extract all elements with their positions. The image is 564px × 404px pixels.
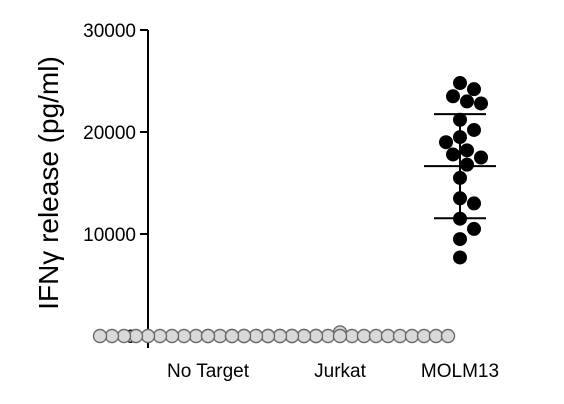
- data-point-filled: [460, 143, 474, 158]
- data-point-filled: [453, 130, 467, 145]
- data-point-open: [272, 328, 288, 344]
- data-point-open: [260, 328, 276, 344]
- y-ticks: 0100002000030000: [83, 21, 148, 348]
- data-point-open: [236, 328, 252, 344]
- data-point-open: [392, 328, 408, 344]
- data-point-filled: [439, 135, 453, 150]
- data-point-filled: [474, 96, 488, 111]
- data-point-open: [332, 328, 348, 344]
- x-tick-label: MOLM13: [421, 361, 499, 382]
- data-point-open: [344, 328, 360, 344]
- data-point-filled: [460, 157, 474, 172]
- data-point-open: [296, 328, 312, 344]
- data-point-open: [440, 328, 456, 344]
- data-point-open: [416, 328, 432, 344]
- data-point-open: [200, 328, 216, 344]
- data-point-open: [152, 328, 168, 344]
- data-point-open: [428, 328, 444, 344]
- x-ticks: No Target Jurkat MOLM13: [167, 361, 499, 382]
- x-tick-label: No Target: [167, 361, 250, 382]
- data-point-open: [368, 328, 384, 344]
- data-point-open: [104, 328, 120, 344]
- data-point-open: [308, 328, 324, 344]
- data-point-open: [248, 328, 264, 344]
- data-point-open: [224, 328, 240, 344]
- data-point-filled: [453, 76, 467, 91]
- data-point-open: [284, 328, 300, 344]
- data-point-open: [128, 328, 144, 344]
- data-point-filled: [467, 82, 481, 97]
- data-point-filled: [453, 170, 467, 185]
- data-point-filled: [467, 196, 481, 211]
- data-point-filled: [453, 112, 467, 127]
- data-point-open: [404, 328, 420, 344]
- x-tick-label: Jurkat: [314, 361, 366, 382]
- data-point-filled: [446, 89, 460, 104]
- data-point-filled: [453, 211, 467, 226]
- y-axis-label: IFNγ release (pg/ml): [33, 56, 64, 310]
- data-point-filled: [460, 94, 474, 109]
- data-point-filled: [453, 232, 467, 247]
- data-point-open: [176, 328, 192, 344]
- y-tick-label: 30000: [83, 21, 136, 42]
- data-point-filled: [467, 122, 481, 137]
- data-point-filled: [446, 147, 460, 162]
- y-tick-label: 20000: [83, 123, 136, 144]
- data-point-open: [380, 328, 396, 344]
- y-tick-label: 10000: [83, 225, 136, 246]
- data-point-filled: [474, 150, 488, 165]
- data-point-open: [356, 328, 372, 344]
- data-point-open: [92, 328, 108, 344]
- data-point-filled: [467, 221, 481, 236]
- data-point-open: [320, 328, 336, 344]
- data-point-open: [116, 328, 132, 344]
- data-points: [92, 76, 488, 344]
- data-point-open: [212, 328, 228, 344]
- data-point-filled: [453, 250, 467, 265]
- data-point-open: [188, 328, 204, 344]
- data-point-open: [140, 328, 156, 344]
- data-point-filled: [453, 191, 467, 206]
- data-point-open: [164, 328, 180, 344]
